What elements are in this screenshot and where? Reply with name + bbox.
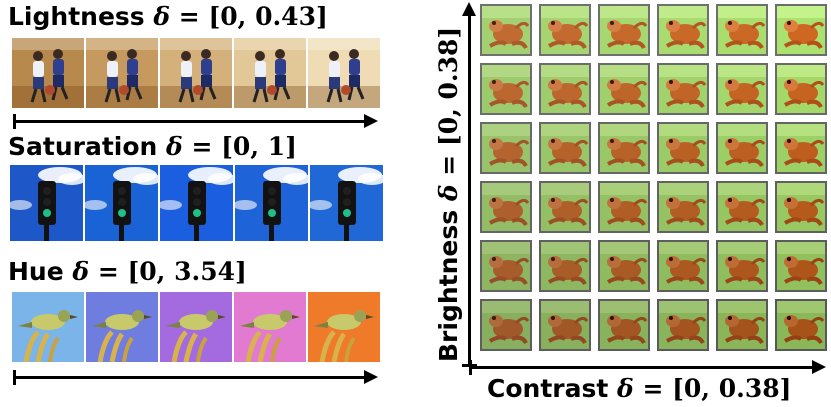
brightness-range: = [0, 0.38] xyxy=(434,26,463,176)
hue-image-strip xyxy=(12,292,382,362)
frog-image xyxy=(539,122,591,174)
frog-image xyxy=(598,63,650,115)
frog-image xyxy=(657,63,709,115)
hue-delta: δ xyxy=(72,257,90,286)
saturation-image-5 xyxy=(310,165,385,241)
frog-image xyxy=(716,122,768,174)
frog-image xyxy=(716,181,768,233)
frog-image xyxy=(716,240,768,292)
frog-image xyxy=(775,4,827,56)
saturation-image-3 xyxy=(160,165,235,241)
lightness-image-1 xyxy=(12,38,86,108)
contrast-label: Contrast xyxy=(487,374,609,403)
frog-image xyxy=(480,299,532,351)
saturation-range: = [0, 1] xyxy=(191,132,297,161)
frog-image xyxy=(716,299,768,351)
frog-image xyxy=(480,4,532,56)
frog-image xyxy=(598,122,650,174)
lightness-image-3 xyxy=(160,38,234,108)
saturation-title: Saturation δ = [0, 1] xyxy=(8,133,297,161)
frog-image xyxy=(775,299,827,351)
contrast-arrow xyxy=(469,360,826,375)
frog-image xyxy=(598,299,650,351)
frog-image xyxy=(480,240,532,292)
frog-image xyxy=(539,240,591,292)
contrast-axis-label: Contrast δ = [0, 0.38] xyxy=(487,375,791,403)
saturation-image-strip xyxy=(10,165,385,241)
frog-image xyxy=(657,240,709,292)
frog-image xyxy=(539,63,591,115)
saturation-image-4 xyxy=(235,165,310,241)
frog-image xyxy=(716,63,768,115)
frog-image xyxy=(775,122,827,174)
saturation-delta: δ xyxy=(166,132,183,161)
lightness-arrow xyxy=(13,114,378,129)
saturation-image-1 xyxy=(10,165,85,241)
lightness-title: Lightness δ = [0, 0.43] xyxy=(8,3,328,31)
lightness-image-2 xyxy=(86,38,160,108)
frog-image xyxy=(657,122,709,174)
frog-image xyxy=(716,4,768,56)
frog-image xyxy=(657,299,709,351)
frog-image xyxy=(539,181,591,233)
frog-image xyxy=(598,240,650,292)
hue-title: Hue δ = [0, 3.54] xyxy=(8,258,247,286)
frog-image xyxy=(480,63,532,115)
lightness-label: Lightness xyxy=(8,2,145,31)
lightness-image-strip xyxy=(12,38,382,108)
frog-image xyxy=(598,4,650,56)
hue-label: Hue xyxy=(8,257,64,286)
frog-image xyxy=(480,181,532,233)
frog-image xyxy=(775,181,827,233)
hue-range: = [0, 3.54] xyxy=(97,257,247,286)
saturation-label: Saturation xyxy=(8,132,158,161)
frog-image xyxy=(539,4,591,56)
frog-image xyxy=(539,299,591,351)
lightness-image-4 xyxy=(234,38,308,108)
hue-image-1 xyxy=(12,292,86,362)
lightness-image-5 xyxy=(308,38,382,108)
saturation-image-2 xyxy=(85,165,160,241)
hue-image-4 xyxy=(234,292,308,362)
frog-image xyxy=(775,63,827,115)
contrast-range: = [0, 0.38] xyxy=(642,374,792,403)
frog-image xyxy=(480,122,532,174)
lightness-range: = [0, 0.43] xyxy=(178,2,328,31)
frog-image xyxy=(657,181,709,233)
frog-image xyxy=(598,181,650,233)
hue-image-5 xyxy=(308,292,382,362)
lightness-delta: δ xyxy=(153,2,171,31)
hue-image-2 xyxy=(86,292,160,362)
brightness-axis-label: Brightness δ = [0, 0.38] xyxy=(434,26,463,362)
brightness-delta: δ xyxy=(434,184,463,202)
frog-image xyxy=(775,240,827,292)
hue-arrow xyxy=(13,370,378,385)
brightness-arrow xyxy=(462,2,477,367)
contrast-delta: δ xyxy=(617,374,634,403)
hue-image-3 xyxy=(160,292,234,362)
frog-image-grid xyxy=(480,4,827,351)
frog-image xyxy=(657,4,709,56)
brightness-label: Brightness xyxy=(434,209,463,362)
